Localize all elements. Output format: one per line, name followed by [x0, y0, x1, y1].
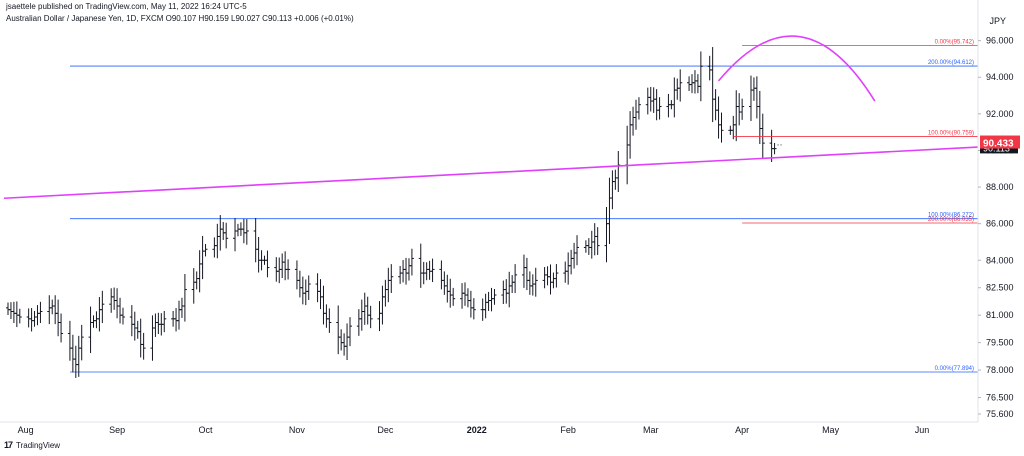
price-tick-label: 96.000 — [986, 36, 1014, 46]
currency-label: JPY — [989, 16, 1006, 26]
time-tick-label: Feb — [560, 425, 576, 435]
ohlc-bar — [772, 142, 777, 155]
ohlc-bar — [182, 273, 187, 322]
ohlc-bar — [471, 298, 476, 320]
price-tick-label: 82.500 — [986, 283, 1014, 293]
fib-level-label: 200.00%(86.035) — [928, 217, 974, 223]
ohlc-bar — [554, 264, 559, 288]
ohlc-bar — [368, 305, 373, 329]
price-tick-label: 81.000 — [986, 310, 1014, 320]
time-axis[interactable]: Aug Sep Oct Nov Dec 2022 Feb Mar Apr May Jun — [0, 421, 978, 435]
ohlc-bar — [120, 307, 125, 325]
ohlc-bar — [327, 308, 332, 333]
ohlc-bar — [244, 219, 249, 245]
horizontal-level-label: 100.00%(86.272) — [928, 213, 974, 219]
ohlc-bar — [513, 264, 518, 294]
price-axis[interactable]: 96.00094.00092.00090.00088.00086.00084.0… — [977, 0, 1020, 422]
time-tick-label: Nov — [289, 425, 306, 435]
tradingview-logo[interactable]: 17 TradingView — [4, 440, 60, 450]
ohlc-bar — [409, 248, 414, 276]
price-tick-label: 92.000 — [986, 109, 1014, 119]
publisher-line: jsaettele published on TradingView.com, … — [6, 2, 247, 11]
ohlc-bar — [575, 235, 580, 266]
last-price-tag-text: 90.433 — [983, 139, 1014, 150]
time-tick-label: Oct — [199, 425, 214, 435]
ohlc-bar — [719, 112, 724, 143]
time-tick-label: 2022 — [467, 425, 487, 435]
ohlc-bar — [348, 317, 353, 347]
ohlc-bar — [100, 290, 105, 324]
horizontal-level-label: 0.00%(77.894) — [935, 366, 974, 372]
horizontal-level-label: 200.00%(94.612) — [928, 60, 974, 66]
symbol-legend[interactable]: Australian Dollar / Japanese Yen, 1D, FX… — [6, 14, 354, 23]
time-tick-label: Mar — [643, 425, 659, 435]
price-tick-label: 79.500 — [986, 338, 1014, 348]
ohlc-bar — [17, 308, 22, 324]
time-tick-label: Sep — [109, 425, 125, 435]
ohlc-bar — [306, 275, 311, 300]
ohlc-bar — [740, 98, 745, 120]
fib-level-label: 0.00%(95.742) — [935, 39, 974, 45]
tradingview-logo-icon: 17 — [4, 440, 13, 450]
ohlc-bar — [657, 97, 662, 120]
ohlc-bar — [286, 259, 291, 280]
time-tick-label: May — [822, 425, 840, 435]
price-tick-label: 84.000 — [986, 255, 1014, 265]
ohlc-bar — [265, 250, 270, 278]
price-tick-label: 86.000 — [986, 219, 1014, 229]
ohlc-bar — [760, 113, 765, 158]
time-tick-label: Apr — [735, 425, 749, 435]
ohlc-bars — [6, 47, 777, 378]
ohlc-bar — [698, 51, 703, 102]
magenta-top-arc[interactable] — [717, 35, 876, 102]
fib-level-label: 100.00%(90.759) — [928, 131, 974, 137]
tradingview-logo-text: TradingView — [16, 440, 61, 450]
ohlc-bar — [141, 332, 146, 360]
annotations: 0.00%(95.742) 100.00%(90.759) 200.00%(86.0… — [3, 35, 979, 224]
time-tick-label: Jun — [915, 425, 930, 435]
ohlc-bar — [678, 69, 683, 102]
ohlc-bar — [389, 264, 394, 294]
price-tick-label: 76.500 — [986, 393, 1014, 403]
ohlc-bar — [533, 267, 538, 297]
magenta-trendline[interactable] — [3, 146, 979, 200]
time-tick-label: Dec — [377, 425, 394, 435]
ohlc-bar — [595, 227, 600, 255]
price-tick-label: 88.000 — [986, 182, 1014, 192]
horizontal-lines: 200.00%(94.612) 100.00%(86.272) 0.00%(77.8… — [70, 60, 978, 373]
ohlc-bar — [162, 310, 167, 333]
ohlc-bar — [79, 324, 84, 361]
ohlc-bar — [38, 301, 43, 324]
ohlc-bar — [430, 258, 435, 283]
last-price-tag[interactable] — [980, 135, 1020, 149]
ohlc-bar — [636, 97, 641, 120]
price-tick-label: 94.000 — [986, 72, 1014, 82]
price-tick-label: 75.600 — [986, 409, 1014, 419]
price-tick-label: 78.000 — [986, 365, 1014, 375]
ohlc-bar — [451, 287, 456, 306]
time-tick-label: Aug — [18, 425, 34, 435]
ohlc-bar — [59, 313, 64, 343]
ohlc-bar — [224, 222, 229, 249]
ohlc-bar — [203, 243, 208, 257]
ohlc-bar — [492, 288, 497, 305]
